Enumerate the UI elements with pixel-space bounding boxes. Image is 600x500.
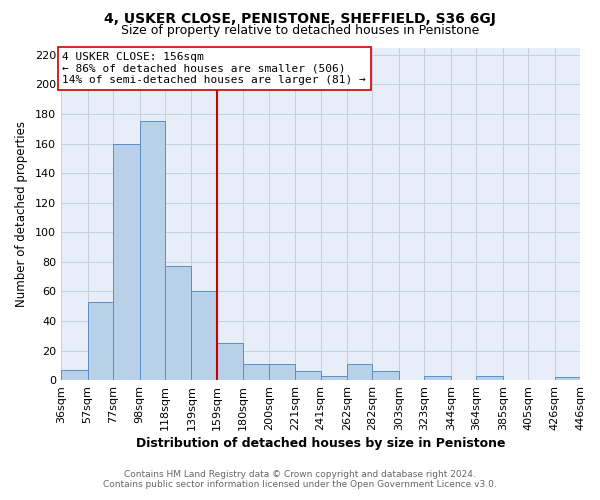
Bar bbox=[347, 364, 373, 380]
Bar bbox=[476, 376, 503, 380]
Text: Contains HM Land Registry data © Crown copyright and database right 2024.
Contai: Contains HM Land Registry data © Crown c… bbox=[103, 470, 497, 489]
Bar bbox=[191, 292, 217, 380]
Bar bbox=[140, 122, 165, 380]
Bar bbox=[269, 364, 295, 380]
Bar bbox=[320, 376, 347, 380]
Y-axis label: Number of detached properties: Number of detached properties bbox=[15, 121, 28, 307]
Bar bbox=[373, 371, 399, 380]
Bar bbox=[113, 144, 140, 380]
Bar bbox=[295, 371, 320, 380]
Bar bbox=[424, 376, 451, 380]
Bar bbox=[88, 302, 113, 380]
Text: 4, USKER CLOSE, PENISTONE, SHEFFIELD, S36 6GJ: 4, USKER CLOSE, PENISTONE, SHEFFIELD, S3… bbox=[104, 12, 496, 26]
Bar bbox=[61, 370, 88, 380]
Bar bbox=[165, 266, 191, 380]
Text: Size of property relative to detached houses in Penistone: Size of property relative to detached ho… bbox=[121, 24, 479, 37]
X-axis label: Distribution of detached houses by size in Penistone: Distribution of detached houses by size … bbox=[136, 437, 505, 450]
Bar bbox=[217, 343, 244, 380]
Bar bbox=[244, 364, 269, 380]
Text: 4 USKER CLOSE: 156sqm
← 86% of detached houses are smaller (506)
14% of semi-det: 4 USKER CLOSE: 156sqm ← 86% of detached … bbox=[62, 52, 366, 85]
Bar bbox=[554, 377, 580, 380]
